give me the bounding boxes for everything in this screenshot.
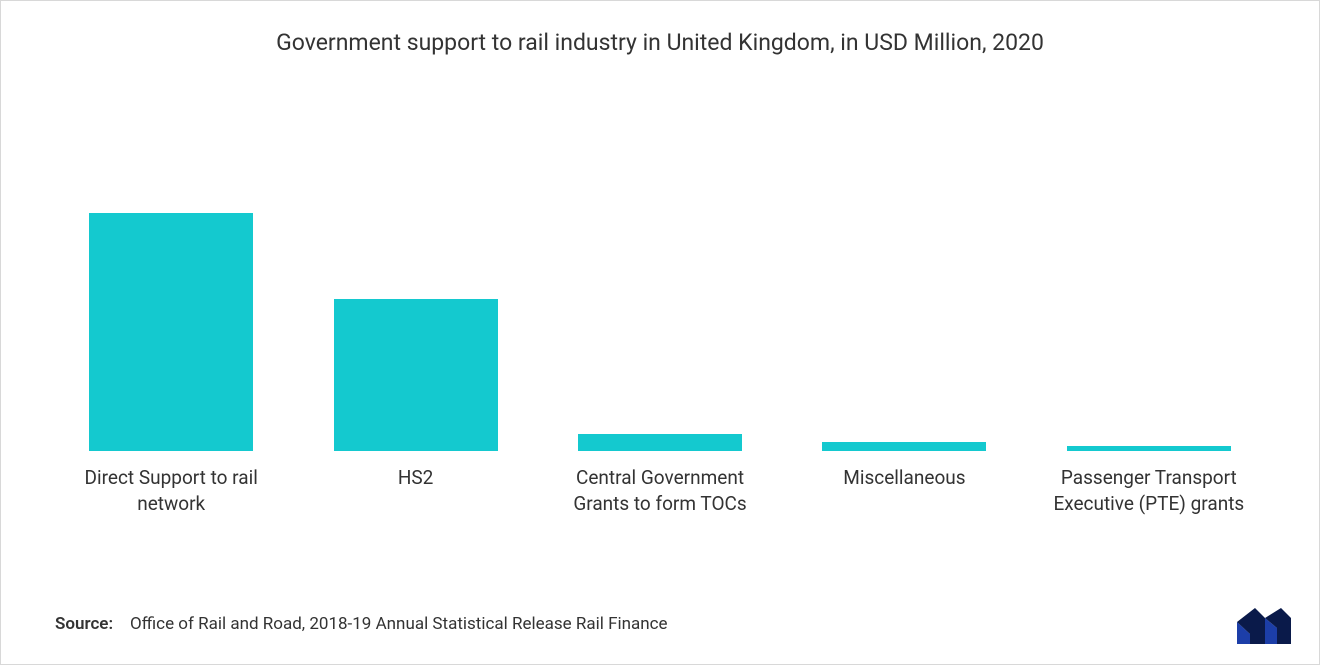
bar-label: HS2 [398, 465, 434, 491]
chart-title: Government support to rail industry in U… [1, 1, 1319, 56]
bar-col: Central Government Grants to form TOCs [538, 121, 782, 516]
bar-2 [578, 434, 742, 451]
bar-chart: Direct Support to rail network HS2 Centr… [49, 121, 1271, 541]
bar-1 [334, 299, 498, 451]
bar-stack [61, 121, 281, 451]
brand-logo-icon [1237, 608, 1291, 644]
bar-0 [89, 213, 253, 451]
bar-label: Passenger Transport Executive (PTE) gran… [1039, 465, 1259, 516]
bar-3 [822, 442, 986, 452]
bar-stack [1039, 121, 1259, 451]
source-label: Source: [55, 614, 113, 634]
bar-stack [305, 121, 525, 451]
bar-col: Direct Support to rail network [49, 121, 293, 516]
bar-label: Central Government Grants to form TOCs [550, 465, 770, 516]
bar-stack [794, 121, 1014, 451]
bar-col: HS2 [293, 121, 537, 491]
bar-label: Direct Support to rail network [61, 465, 281, 516]
bar-label: Miscellaneous [843, 465, 965, 491]
bar-stack [550, 121, 770, 451]
bar-col: Miscellaneous [782, 121, 1026, 491]
source-text: Office of Rail and Road, 2018-19 Annual … [130, 614, 668, 634]
bar-col: Passenger Transport Executive (PTE) gran… [1027, 121, 1271, 516]
source-line: Source: Office of Rail and Road, 2018-19… [55, 614, 668, 634]
bar-4 [1067, 446, 1231, 451]
